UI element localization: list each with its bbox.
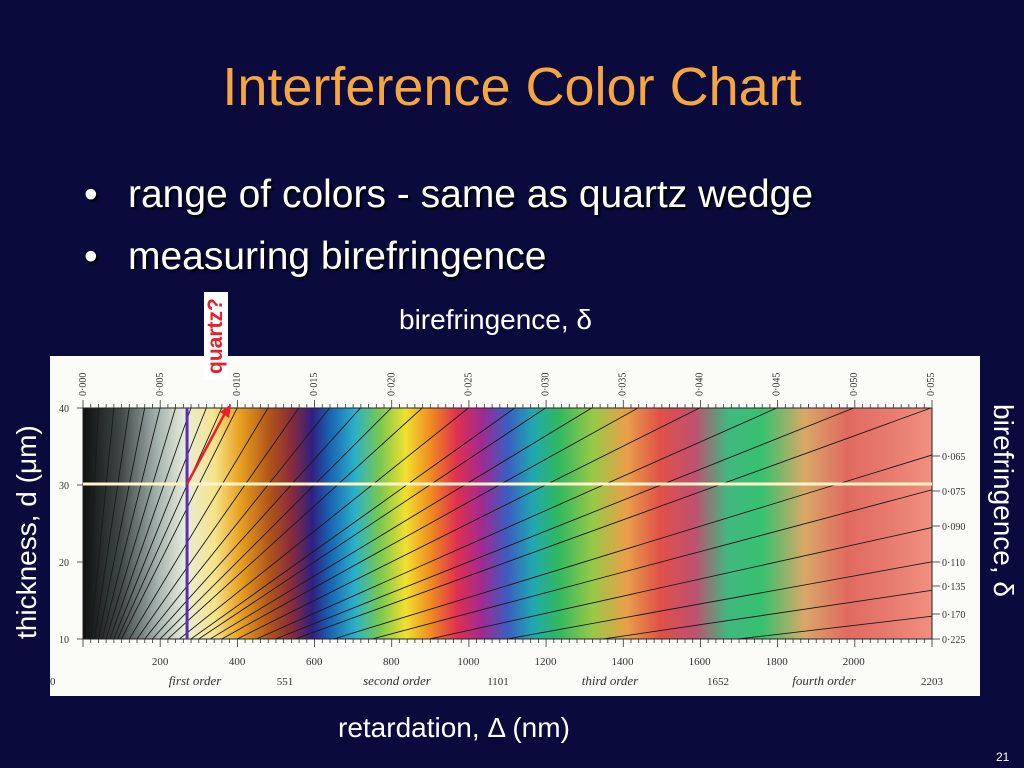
birefringence-line xyxy=(90,408,115,639)
birefringence-line xyxy=(603,589,932,639)
bottom-tick-label: 200 xyxy=(152,656,169,668)
bullet-marker: • xyxy=(84,235,98,278)
birefringence-line xyxy=(294,408,931,639)
top-tick-label: 0·050 xyxy=(849,373,860,396)
birefringence-line xyxy=(86,408,99,639)
bottom-tick-label: 1800 xyxy=(766,656,789,668)
order-label: third order xyxy=(582,673,639,688)
birefringence-top-label: birefringence, δ xyxy=(399,304,593,335)
order-label: 551 xyxy=(277,676,294,688)
left-tick-label: 20 xyxy=(59,558,69,569)
birefringence-line xyxy=(109,408,192,639)
birefringence-line xyxy=(121,408,238,639)
birefringence-line xyxy=(429,527,932,639)
right-tick-label: 0·065 xyxy=(942,452,965,463)
bottom-tick-label: 600 xyxy=(306,656,323,668)
birefringence-line xyxy=(506,561,932,639)
chart-tick-labels: 0·000 0·005 0·010 0·015 0·020 0·025 0·030 0·035… xyxy=(50,373,965,688)
birefringence-line xyxy=(256,408,777,639)
thickness-axis-label: thickness, d (μm) xyxy=(11,425,42,639)
order-label: 0 xyxy=(50,676,56,688)
bottom-tick-label: 1400 xyxy=(612,656,635,668)
birefringence-line xyxy=(117,408,223,639)
quartz-label: quartz? xyxy=(204,292,228,380)
bottom-tick-label: 1000 xyxy=(457,656,480,668)
birefringence-axis-label: birefringence, δ xyxy=(988,404,1019,598)
birefringence-line xyxy=(94,408,130,639)
top-tick-label: 0·020 xyxy=(386,373,397,396)
interference-chart-svg: 0·000 0·005 0·010 0·015 0·020 0·025 0·030 0·035… xyxy=(50,356,980,696)
bullet-item: • measuring birefringence xyxy=(84,226,813,288)
right-tick-label: 0·225 xyxy=(942,635,965,646)
slide-title: Interference Color Chart xyxy=(222,57,802,117)
bullet-marker: • xyxy=(84,173,98,216)
birefringence-line xyxy=(113,408,207,639)
bullet-text: range of colors - same as quartz wedge xyxy=(128,173,814,216)
right-tick-label: 0·110 xyxy=(942,558,965,569)
birefringence-line xyxy=(105,408,176,639)
top-tick-label: 0·025 xyxy=(463,373,474,396)
top-tick-label: 0·005 xyxy=(155,373,166,396)
left-tick-label: 40 xyxy=(59,404,69,415)
birefringence-line xyxy=(97,408,146,639)
birefringence-line xyxy=(101,408,161,639)
bullet-text: measuring birefringence xyxy=(128,235,547,278)
order-label: first order xyxy=(169,673,223,688)
right-tick-label: 0·135 xyxy=(942,582,965,593)
left-tick-label: 10 xyxy=(59,635,69,646)
bottom-tick-label: 1200 xyxy=(534,656,557,668)
top-tick-label: 0·010 xyxy=(232,373,243,396)
order-label: second order xyxy=(363,673,432,688)
retardation-axis-label: retardation, Δ (nm) xyxy=(338,712,570,743)
birefringence-line xyxy=(333,454,932,639)
left-tick-label: 30 xyxy=(59,481,69,492)
order-label: 2203 xyxy=(921,676,944,688)
top-tick-label: 0·045 xyxy=(772,373,783,396)
birefringence-line xyxy=(371,489,932,639)
birefringence-line xyxy=(167,408,423,639)
birefringence-line xyxy=(236,408,700,639)
top-tick-label: 0·030 xyxy=(540,373,551,396)
top-tick-label: 0·000 xyxy=(78,373,89,396)
order-label: 1652 xyxy=(707,676,729,688)
top-tick-label: 0·015 xyxy=(309,373,320,396)
bullet-item: • range of colors - same as quartz wedge xyxy=(84,164,813,226)
top-tick-label: 0·040 xyxy=(695,373,706,396)
top-tick-label: 0·035 xyxy=(618,373,629,396)
birefringence-line xyxy=(275,408,854,639)
quartz-arrow xyxy=(185,412,227,485)
top-tick-label: 0·055 xyxy=(926,373,937,396)
right-tick-label: 0·090 xyxy=(942,522,965,533)
right-tick-label: 0·075 xyxy=(942,487,965,498)
color-spectrum xyxy=(83,408,932,639)
slide-number: 21 xyxy=(996,750,1010,764)
chart-axes xyxy=(77,400,940,647)
order-label: fourth order xyxy=(792,673,856,688)
quartz-arrowhead xyxy=(220,404,232,418)
bullet-list: • range of colors - same as quartz wedge … xyxy=(84,164,813,288)
bottom-tick-label: 2000 xyxy=(843,656,866,668)
birefringence-line xyxy=(209,408,592,639)
interference-chart: 0·000 0·005 0·010 0·015 0·020 0·025 0·030 0·035… xyxy=(50,356,980,696)
birefringence-line xyxy=(198,408,546,639)
birefringence-lines xyxy=(86,408,932,639)
birefringence-line xyxy=(179,408,469,639)
bottom-tick-label: 800 xyxy=(383,656,400,668)
bottom-tick-label: 1600 xyxy=(689,656,712,668)
birefringence-line xyxy=(190,408,515,639)
bottom-tick-label: 400 xyxy=(229,656,246,668)
order-label: 1101 xyxy=(487,676,509,688)
right-tick-label: 0·170 xyxy=(942,610,965,621)
birefringence-line xyxy=(144,408,330,639)
birefringence-line xyxy=(159,408,392,639)
birefringence-line xyxy=(221,408,639,639)
birefringence-line xyxy=(136,408,300,639)
birefringence-line xyxy=(128,408,269,639)
